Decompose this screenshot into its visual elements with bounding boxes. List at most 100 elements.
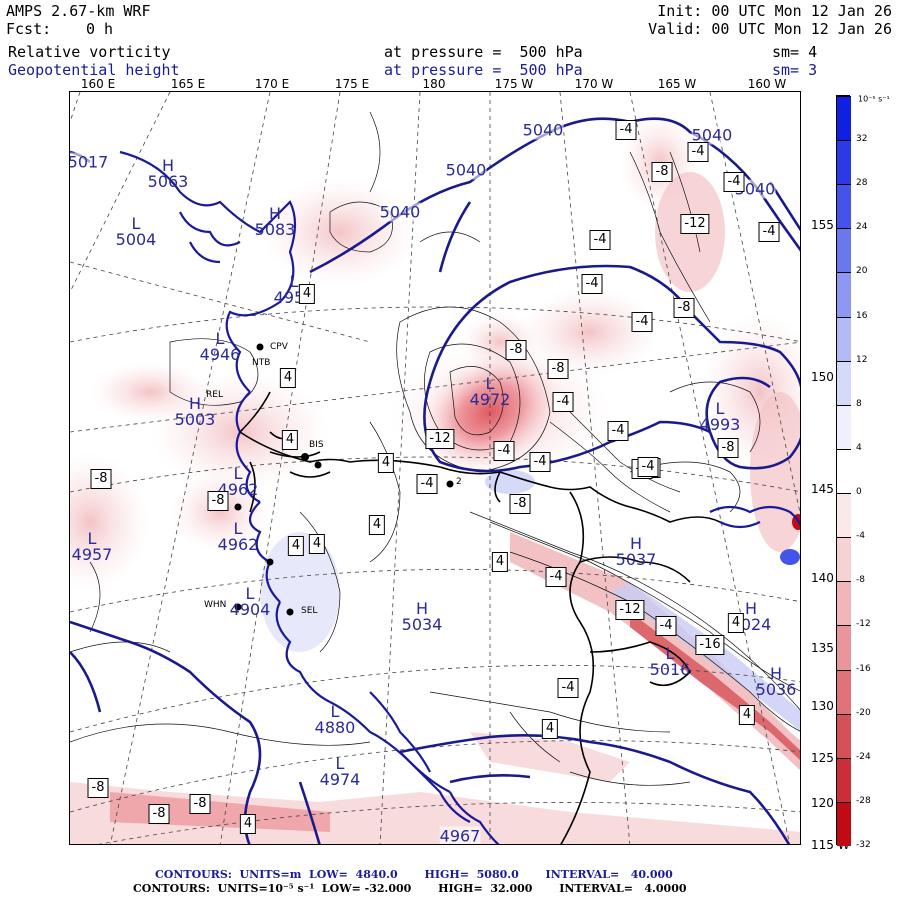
marker-letter: H (629, 534, 643, 553)
low-pressure-marker: L 4957 (72, 531, 113, 563)
longitude-label: 170 E (254, 77, 290, 91)
vorticity-label: -8 (505, 340, 527, 360)
colorbar-label: 4 (856, 442, 862, 453)
height-contour-label: 5040 (734, 179, 776, 199)
low-pressure-marker: L 4972 (470, 376, 511, 408)
station-label: REL (206, 390, 223, 400)
vorticity-label: -4 (758, 222, 780, 242)
vorticity-label: -4 (687, 142, 709, 162)
vorticity-label: -8 (673, 298, 695, 318)
colorbar-label: -28 (856, 795, 871, 806)
high-pressure-marker: H 5003 (175, 396, 216, 428)
vorticity-label: -4 (493, 441, 515, 461)
height-contour-label: 5040 (445, 160, 487, 180)
marker-letter: H (415, 599, 429, 618)
colorbar-cell (837, 316, 851, 361)
vorticity-label: -4 (545, 567, 567, 587)
vorticity-label: 4 (368, 515, 386, 535)
colorbar-cell (837, 96, 851, 141)
height-contour-label: 5040 (379, 202, 421, 222)
colorbar-label: 24 (856, 222, 868, 233)
colorbar-cell (837, 581, 851, 626)
marker-letter: L (330, 702, 340, 721)
map-panel: H 5063 L 5004 H 5083 L 4953 L 4946 H 5003 L 4962 L 4957… (69, 91, 801, 845)
colorbar-label: -20 (856, 707, 871, 718)
vorticity-label: -12 (425, 429, 455, 449)
colorbar-cell (837, 801, 851, 846)
init-time: Init: 00 UTC Mon 12 Jan 26 (657, 2, 892, 20)
marker-value: 4993 (699, 415, 741, 434)
vorticity-label: -12 (615, 600, 645, 620)
field1-level: at pressure = 500 hPa (384, 43, 583, 61)
vorticity-label: 4 (281, 430, 299, 450)
marker-letter: H (769, 664, 783, 683)
marker-letter: H (161, 156, 175, 175)
marker-letter: L (233, 464, 243, 483)
map-canvas (70, 92, 800, 844)
vorticity-label: 4 (738, 705, 756, 725)
field2-name: Geopotential height (8, 61, 180, 79)
marker-value: 4974 (319, 770, 361, 789)
low-pressure-marker: L 4880 (315, 704, 356, 736)
vorticity-label: 4 (377, 453, 395, 473)
vorticity-label: -4 (581, 274, 603, 294)
colorbar-cell (837, 360, 851, 405)
model-title: AMPS 2.67-km WRF (6, 2, 151, 20)
station-label: SEL (301, 606, 318, 616)
vorticity-label: 4 (491, 552, 509, 572)
colorbar (836, 95, 851, 846)
marker-letter: L (665, 644, 675, 663)
field2-smoothing: sm= 3 (772, 61, 818, 79)
coastline (119, 150, 800, 844)
marker-letter: L (87, 529, 97, 548)
vorticity-shading (70, 112, 800, 844)
station-label: NTB (252, 358, 271, 368)
marker-value: 4972 (469, 390, 511, 409)
high-pressure-marker: H 5063 (148, 158, 189, 190)
marker-value: 5003 (174, 410, 216, 429)
low-pressure-marker: L 5016 (650, 646, 691, 678)
marker-letter: L (245, 584, 255, 603)
graticule (70, 92, 800, 844)
marker-value: 5083 (254, 220, 296, 239)
station-dots (234, 343, 454, 616)
marker-value: 5037 (615, 550, 657, 569)
vorticity-label: 4 (308, 534, 326, 554)
marker-letter: H (744, 599, 758, 618)
colorbar-cell (837, 184, 851, 229)
vorticity-label: -16 (695, 635, 725, 655)
high-pressure-marker: H 5083 (255, 206, 296, 238)
low-pressure-marker: L 4974 (320, 756, 361, 788)
station-label: CPV (270, 342, 288, 352)
longitude-label: 160 W (747, 77, 787, 91)
colorbar-cell (837, 272, 851, 317)
height-contour-label: 4967 (439, 826, 481, 845)
marker-letter: H (188, 394, 202, 413)
footer-height-contours: CONTOURS: UNITS=m LOW= 4840.0 HIGH= 5080… (155, 868, 673, 881)
vorticity-label: -4 (637, 457, 659, 477)
vorticity-label: -8 (651, 162, 673, 182)
vorticity-label: -4 (552, 392, 574, 412)
colorbar-label: 0 (856, 487, 862, 498)
colorbar-label: -8 (856, 575, 865, 586)
marker-letter: H (268, 204, 282, 223)
field1-smoothing: sm= 4 (772, 43, 818, 61)
longitude-label: 165 W (657, 77, 697, 91)
low-pressure-marker: L 4904 (230, 586, 271, 618)
vorticity-label: -4 (416, 474, 438, 494)
colorbar-label: -24 (856, 751, 871, 762)
colorbar-label: 16 (856, 310, 868, 321)
marker-letter: L (485, 374, 495, 393)
vorticity-label: -4 (557, 678, 579, 698)
colorbar-cell (837, 713, 851, 758)
marker-value: 4962 (217, 535, 259, 554)
vorticity-contours (70, 111, 800, 786)
footer-vorticity-contours: CONTOURS: UNITS=10⁻⁵ s⁻¹ LOW= -32.000 HI… (133, 882, 687, 895)
vorticity-label: 4 (298, 284, 316, 304)
vorticity-label: -8 (87, 778, 109, 798)
vorticity-label: 4 (287, 536, 305, 556)
colorbar-cell (837, 228, 851, 273)
low-pressure-marker: L 4993 (700, 401, 741, 433)
valid-time: Valid: 00 UTC Mon 12 Jan 26 (648, 20, 892, 38)
height-contour-label: 5040 (691, 125, 733, 145)
